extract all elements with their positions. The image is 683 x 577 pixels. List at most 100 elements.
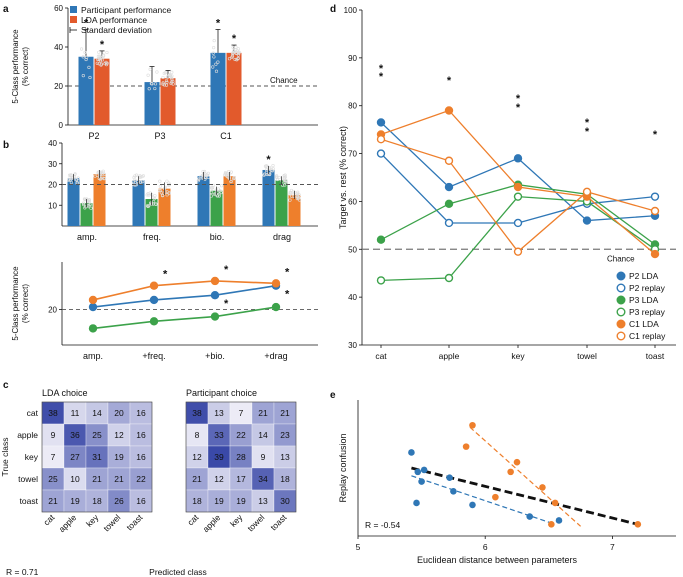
sample-dot: [76, 176, 80, 180]
y-class-label: apple: [17, 430, 38, 440]
significance-star: *: [224, 264, 229, 276]
sample-dot: [104, 63, 109, 67]
legend-swatch: [70, 6, 77, 13]
sample-dot: [100, 175, 104, 179]
scatter-point-blue: [414, 468, 422, 476]
bar-p2: [132, 180, 145, 226]
significance-star: *: [285, 266, 290, 278]
series-line-c1: [92, 280, 277, 301]
y-tick-label: 10: [48, 201, 57, 210]
heatmap-value: 16: [136, 408, 146, 418]
heatmap-value: 16: [136, 430, 146, 440]
sample-dot: [97, 57, 101, 61]
sample-dot: [158, 184, 162, 188]
sample-dot: [211, 186, 215, 190]
legend-label: P2 LDA: [629, 271, 659, 281]
legend-label: P2 replay: [629, 283, 666, 293]
x-tick-label: amp.: [83, 351, 103, 361]
heatmap-value: 38: [48, 408, 58, 418]
sample-dot: [161, 82, 165, 86]
bar-c1: [93, 174, 106, 226]
sample-dot: [81, 55, 85, 59]
sample-dot: [296, 190, 300, 194]
y-class-label: towel: [18, 474, 38, 484]
data-point: [444, 106, 454, 115]
sample-dot: [83, 206, 87, 210]
significance-star: *: [84, 17, 89, 29]
heatmap-value: 18: [280, 474, 290, 484]
series-line: [380, 195, 656, 282]
sample-dot: [263, 164, 268, 168]
y-axis-label: Target vs. rest (% correct): [338, 126, 348, 229]
heatmap-value: 12: [214, 474, 224, 484]
panel-a: 0 20 40 60 5-Class performance (% correct) Cha…: [11, 4, 318, 141]
significance-star: *: [516, 93, 521, 105]
sample-dot: [212, 55, 216, 59]
sample-dot: [236, 56, 240, 60]
sample-dot: [225, 171, 229, 175]
sample-dot: [133, 174, 137, 178]
legend-marker: [616, 295, 626, 305]
sample-dot: [275, 174, 279, 178]
legend-swatch: [70, 16, 77, 23]
heatmap-value: 8: [195, 430, 200, 440]
sample-dot: [170, 74, 174, 78]
y-axis-label: True class: [0, 438, 10, 477]
sample-dot: [145, 193, 149, 197]
heatmap-value: 39: [214, 452, 224, 462]
sample-dot: [165, 193, 169, 197]
legend-label: C1 replay: [629, 331, 666, 341]
sample-dot: [160, 193, 165, 198]
sample-dot: [217, 194, 221, 198]
sample-dot: [234, 45, 238, 49]
sample-dot: [86, 199, 90, 203]
sample-dot: [235, 49, 240, 53]
sample-dot: [87, 205, 91, 209]
sample-dot: [155, 70, 159, 74]
heatmap-value: 20: [114, 408, 124, 418]
scatter-point-blue: [408, 449, 415, 456]
data-point: [376, 135, 386, 144]
y-axis-label: (% correct): [21, 284, 30, 323]
data-point-p3: [88, 324, 98, 333]
heatmap-value: 18: [192, 496, 202, 506]
sample-dot: [133, 178, 137, 182]
sample-dot: [84, 57, 88, 62]
y-tick-label: 40: [48, 139, 57, 148]
panel-letter-d: d: [330, 4, 336, 15]
x-axis-label: Euclidean distance between parameters: [417, 555, 578, 565]
y-tick-label: 60: [54, 4, 63, 13]
significance-star: *: [585, 117, 590, 129]
data-point: [376, 235, 386, 244]
sample-dot: [98, 174, 102, 179]
heatmap-value: 18: [92, 496, 102, 506]
sample-dot: [169, 76, 174, 80]
sample-dot: [102, 53, 106, 57]
scatter-point-orange: [551, 499, 559, 507]
sample-dot: [229, 170, 233, 174]
sample-dot: [146, 193, 151, 197]
category-label: freq.: [143, 232, 161, 242]
heatmap-value: 26: [114, 496, 124, 506]
significance-star: *: [100, 39, 105, 51]
bar-p3: [210, 190, 223, 226]
heatmap-value: 13: [214, 408, 224, 418]
data-point: [582, 187, 592, 197]
sample-dot: [288, 198, 292, 202]
sample-dot: [81, 74, 85, 78]
heatmap-value: 19: [214, 496, 224, 506]
category-label: C1: [220, 131, 232, 141]
panel-b-top: 10 20 30 40 amp. freq. bio. drag *: [48, 139, 318, 242]
data-point-c1: [210, 276, 220, 286]
category-label: bio.: [210, 232, 225, 242]
sample-dot: [164, 83, 169, 87]
sample-dot: [145, 204, 150, 208]
significance-star: *: [216, 17, 221, 29]
sample-dot: [74, 178, 78, 182]
panel-c: LDA choice 38 11 14 20 16 9 36 25 12 16 7 27 31 19 16 25…: [0, 388, 297, 577]
data-point: [650, 192, 660, 201]
correlation-annotation: R = -0.54: [365, 520, 400, 530]
sample-dot: [87, 65, 91, 69]
significance-star: *: [653, 129, 658, 141]
sample-dot: [95, 173, 99, 177]
